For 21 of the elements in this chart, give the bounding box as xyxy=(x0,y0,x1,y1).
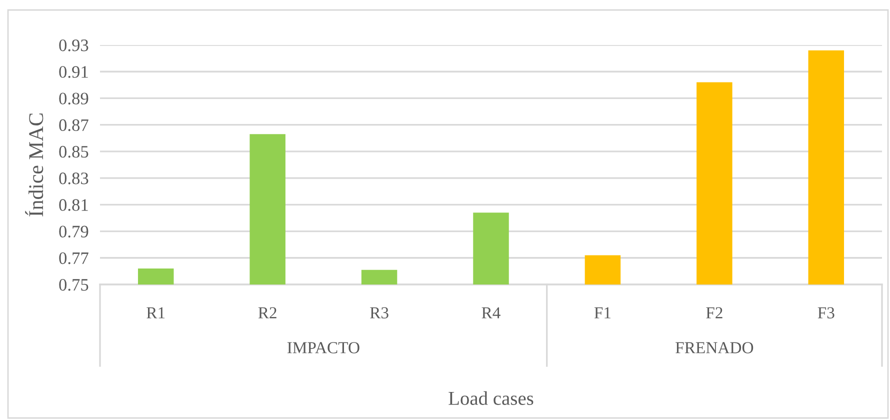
x-axis-title: Load cases xyxy=(448,391,534,405)
y-axis-title: Índice MAC xyxy=(25,114,44,216)
x-tick-label: F3 xyxy=(818,307,834,318)
x-tick-label: R1 xyxy=(146,307,165,318)
x-tick-label: F1 xyxy=(594,307,611,318)
y-tick-label: 0.83 xyxy=(59,172,88,184)
y-tick-label: 0.75 xyxy=(59,278,88,291)
series-label: FRENADO xyxy=(676,342,754,354)
y-tick-label: 0.85 xyxy=(59,146,88,158)
y-tick-label: 0.81 xyxy=(59,199,88,211)
y-tick-label: 0.89 xyxy=(59,92,88,104)
y-tick-label: 0.79 xyxy=(59,226,88,238)
y-tick-label: 0.77 xyxy=(59,252,88,264)
x-tick-label: R3 xyxy=(370,307,388,318)
y-tick-label: 0.93 xyxy=(59,39,88,52)
y-tick-label: 0.91 xyxy=(59,66,88,78)
x-tick-label: R2 xyxy=(258,307,276,318)
x-tick-label: R4 xyxy=(482,307,500,318)
y-tick-label: 0.87 xyxy=(59,119,88,132)
series-label: IMPACTO xyxy=(287,342,360,354)
x-tick-label: F2 xyxy=(706,307,722,318)
